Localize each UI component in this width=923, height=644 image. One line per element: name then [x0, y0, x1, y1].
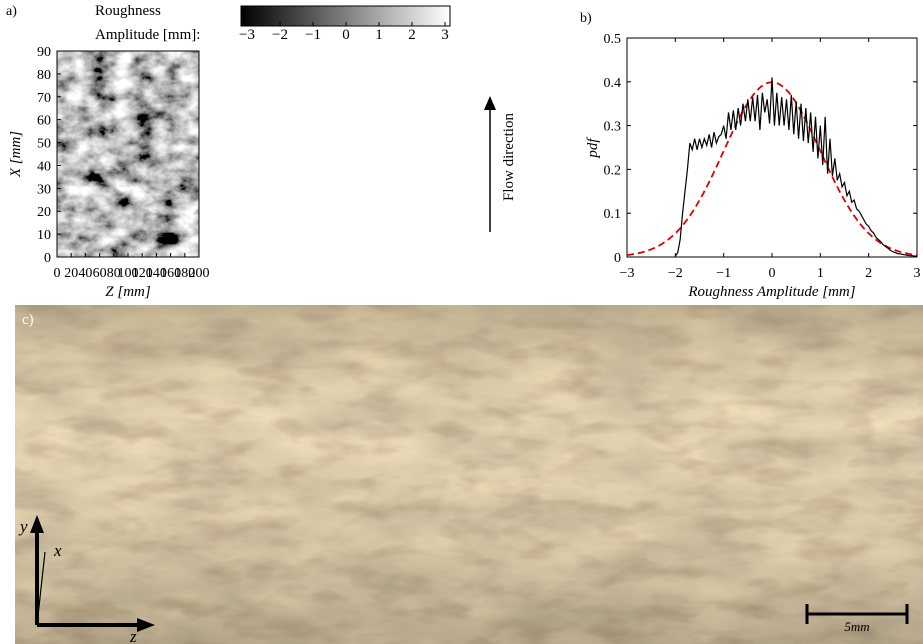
x-tick-label: 0: [769, 266, 776, 281]
y-tick-label: 30: [37, 182, 51, 197]
y-tick-label: 40: [37, 159, 51, 174]
x-tick-label: 120: [132, 266, 153, 281]
x-tick-label: 80: [107, 266, 121, 281]
pdf-plot-frame: [626, 37, 918, 258]
flow-direction-arrow: [484, 96, 496, 232]
y-tick-label: 0.4: [604, 76, 622, 91]
x-tick-label: 100: [118, 266, 139, 281]
coordinate-axes: [30, 515, 155, 632]
colorbar-tick-label: −1: [305, 27, 321, 43]
y-tick-label: 20: [37, 205, 51, 220]
colorbar-label-line2: Amplitude [mm]:: [95, 27, 200, 43]
y-tick-label: 0.1: [604, 207, 622, 222]
panel-a-axes: 0 20 40 60 801001201401601802000102030405060…: [37, 45, 210, 281]
y-tick-label: 0.3: [604, 120, 622, 135]
x-tick-label: 3: [914, 266, 921, 281]
panel-c-label: c): [22, 312, 34, 328]
panel-a-ylabel: X [mm]: [8, 131, 24, 178]
colorbar-label-line1: Roughness: [95, 3, 161, 19]
x-tick-label: 2: [865, 266, 872, 281]
scale-bar: [805, 604, 909, 624]
axis-z-label: z: [129, 627, 137, 644]
y-tick-label: 0: [44, 251, 51, 266]
panel-b-label: b): [580, 11, 592, 26]
x-tick-label: 60: [93, 266, 107, 281]
y-tick-label: 0.2: [604, 163, 622, 178]
colorbar-tick-label: −3: [239, 27, 255, 43]
panel-a-xlabel: Z [mm]: [105, 284, 151, 300]
panel-b-xlabel: Roughness Amplitude [mm]: [687, 284, 855, 300]
x-tick-label: 40: [78, 266, 92, 281]
measured-pdf-line: [674, 77, 917, 257]
flow-direction-label: Flow direction: [501, 113, 517, 201]
panel-b-axes: −3 −2 −1 0 1 2 3 0 0.1 0.2 0.3 0.4 0.5: [604, 32, 921, 281]
x-tick-label: 0: [54, 266, 61, 281]
y-tick-label: 50: [37, 137, 51, 152]
colorbar-tick-label: −2: [272, 27, 288, 43]
heatmap-image: [57, 51, 199, 257]
panel-b-ylabel: pdf: [585, 137, 601, 159]
x-tick-label: −1: [716, 266, 731, 281]
x-tick-label: −2: [668, 266, 683, 281]
panel-a-label: a): [6, 4, 17, 19]
y-tick-label: 70: [37, 91, 51, 106]
x-tick-label: 180: [174, 266, 195, 281]
y-tick-label: 90: [37, 45, 51, 60]
axis-y-label: y: [18, 517, 28, 536]
colorbar-tick-label: 2: [408, 27, 416, 43]
y-tick-label: 0.5: [604, 32, 622, 47]
scale-bar-label: 5mm: [844, 619, 869, 634]
x-tick-label: 160: [160, 266, 181, 281]
axis-x-label: x: [53, 541, 62, 560]
y-tick-label: 10: [37, 228, 51, 243]
y-tick-label: 0: [614, 251, 621, 266]
y-tick-label: 60: [37, 114, 51, 129]
colorbar-tick-label: 0: [342, 27, 350, 43]
colorbar-tick-label: 3: [441, 27, 449, 43]
surface-photo: [15, 305, 923, 644]
colorbar-ticks: −3 −2 −1 0 1 2 3: [239, 22, 449, 43]
x-tick-label: 140: [146, 266, 167, 281]
x-tick-label: 1: [817, 266, 824, 281]
colorbar-tick-label: 1: [375, 27, 383, 43]
x-tick-label: 20: [64, 266, 78, 281]
y-tick-label: 80: [37, 68, 51, 83]
x-tick-label: 200: [189, 266, 210, 281]
x-tick-label: −3: [620, 266, 635, 281]
